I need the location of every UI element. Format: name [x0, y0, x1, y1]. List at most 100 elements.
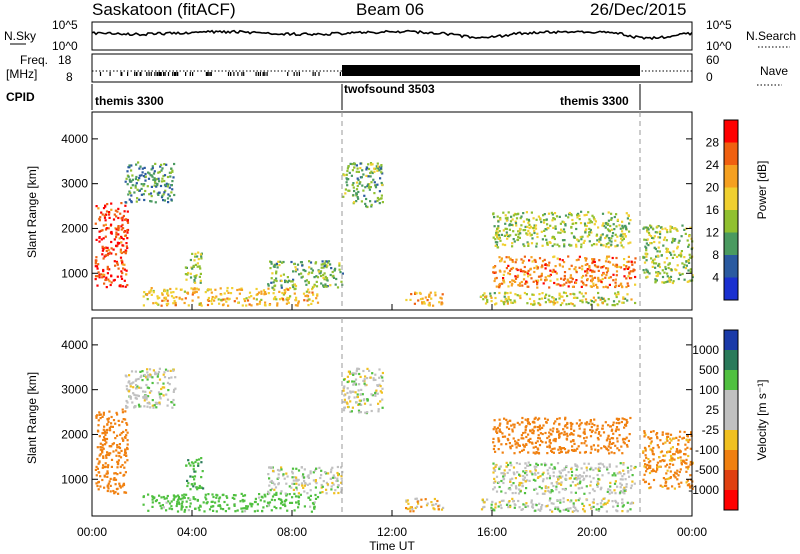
echo-cell	[349, 391, 352, 394]
echo-cell	[234, 494, 237, 497]
frequency-mark	[206, 72, 208, 76]
echo-cell	[193, 470, 196, 473]
echo-cell	[669, 228, 672, 231]
echo-cell	[546, 241, 549, 244]
echo-cell	[545, 293, 548, 296]
echo-cell	[539, 475, 542, 478]
echo-cell	[131, 178, 134, 181]
echo-cell	[239, 500, 242, 503]
echo-cell	[596, 424, 599, 427]
echo-cell	[482, 298, 485, 301]
echo-cell	[505, 256, 508, 259]
frequency-mark	[160, 72, 162, 76]
echo-cell	[168, 186, 171, 189]
echo-cell	[503, 260, 506, 263]
echo-cell	[622, 491, 625, 494]
echo-cell	[288, 279, 291, 282]
echo-cell	[644, 245, 647, 248]
echo-cell	[211, 500, 214, 503]
echo-cell	[647, 231, 651, 234]
echo-region	[642, 224, 694, 285]
echo-cell	[559, 501, 562, 504]
echo-cell	[193, 275, 196, 278]
echo-cell	[551, 270, 554, 274]
echo-cell	[597, 265, 600, 268]
echo-cell	[253, 500, 257, 504]
echo-cell	[568, 213, 571, 216]
colorbar-segment	[724, 120, 738, 143]
echo-cell	[94, 468, 97, 471]
echo-cell	[196, 498, 199, 502]
echo-cell	[566, 294, 569, 298]
echo-cell	[643, 226, 646, 229]
echo-cell	[655, 274, 658, 278]
echo-cell	[529, 234, 532, 237]
echo-cell	[215, 510, 218, 513]
echo-cell	[493, 444, 496, 448]
echo-cell	[253, 510, 256, 513]
echo-cell	[345, 173, 348, 176]
echo-cell	[563, 230, 566, 234]
echo-cell	[219, 287, 222, 290]
echo-cell	[630, 468, 633, 471]
echo-cell	[199, 253, 203, 256]
echo-cell	[151, 175, 154, 178]
echo-cell	[374, 186, 378, 189]
echo-cell	[524, 282, 527, 285]
echo-cell	[103, 282, 106, 285]
echo-cell	[141, 379, 144, 382]
colorbar-segment	[724, 470, 738, 490]
echo-cell	[302, 473, 305, 476]
echo-cell	[510, 301, 513, 304]
echo-cell	[582, 241, 585, 244]
echo-cell	[659, 230, 662, 233]
echo-cell	[142, 184, 145, 187]
frequency-mark	[120, 72, 122, 76]
echo-cell	[363, 402, 367, 405]
echo-cell	[613, 472, 616, 475]
sky-tick-top: 10^5	[52, 18, 78, 32]
echo-cell	[645, 247, 648, 250]
echo-cell	[661, 431, 664, 434]
echo-cell	[437, 508, 440, 511]
echo-cell	[593, 276, 597, 279]
echo-cell	[603, 465, 606, 468]
echo-cell	[406, 499, 409, 502]
echo-cell	[140, 374, 143, 377]
echo-cell	[593, 270, 596, 273]
echo-cell	[608, 441, 611, 444]
echo-cell	[619, 486, 622, 489]
echo-cell	[627, 284, 630, 287]
echo-cell	[629, 486, 633, 490]
echo-cell	[108, 410, 111, 413]
echo-cell	[689, 447, 692, 450]
echo-cell	[144, 390, 147, 393]
echo-cell	[533, 421, 536, 424]
echo-cell	[187, 482, 190, 485]
echo-cell	[133, 406, 136, 409]
echo-cell	[268, 501, 272, 504]
echo-cell	[606, 234, 609, 237]
echo-cell	[647, 482, 651, 485]
echo-cell	[606, 269, 610, 272]
echo-cell	[433, 508, 436, 511]
echo-cell	[146, 368, 149, 371]
echo-cell	[359, 393, 362, 396]
echo-cell	[381, 371, 384, 375]
echo-cell	[135, 397, 138, 400]
echo-cell	[103, 475, 106, 478]
echo-cell	[625, 267, 628, 270]
echo-cell	[291, 476, 294, 479]
echo-cell	[380, 164, 383, 167]
echo-cell	[171, 180, 174, 183]
echo-cell	[413, 302, 416, 305]
echo-cell	[592, 243, 596, 246]
echo-cell	[191, 293, 194, 296]
echo-cell	[541, 441, 544, 444]
echo-cell	[309, 494, 312, 497]
echo-cell	[298, 273, 301, 276]
echo-cell	[147, 171, 150, 174]
echo-cell	[243, 499, 246, 502]
echo-cell	[258, 300, 262, 303]
echo-cell	[563, 271, 567, 274]
